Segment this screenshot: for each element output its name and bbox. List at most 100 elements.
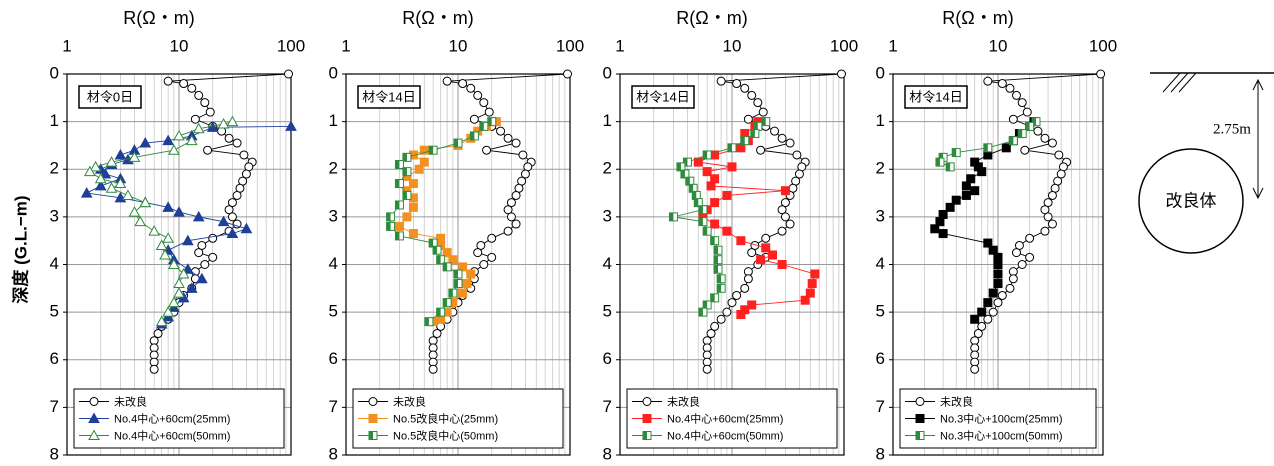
y-tick-label: 5 [603, 302, 612, 321]
marker [722, 226, 732, 236]
marker [642, 431, 652, 440]
marker [428, 364, 438, 374]
marker [761, 117, 771, 127]
marker [713, 245, 723, 255]
marker-body [930, 224, 940, 234]
marker-half [740, 136, 745, 145]
marker-half [916, 431, 920, 440]
marker-body [458, 288, 468, 298]
x-axis-title: R(Ω・m) [676, 8, 747, 28]
marker-body [442, 248, 452, 258]
y-tick-label: 5 [876, 302, 885, 321]
marker [1025, 252, 1035, 262]
marker [945, 162, 955, 172]
y-tick-label: 7 [603, 397, 612, 416]
marker [469, 131, 479, 141]
annotation-text: 材令14日 [636, 89, 689, 104]
marker [706, 181, 716, 191]
marker [807, 279, 817, 289]
marker [473, 90, 483, 100]
marker [224, 133, 234, 143]
marker-half [395, 200, 400, 209]
marker [1025, 121, 1035, 131]
series-line [706, 73, 842, 370]
marker [983, 238, 993, 248]
marker-body [642, 414, 652, 423]
marker [496, 126, 506, 136]
marker [680, 169, 690, 179]
annotation: 材令14日 [357, 85, 421, 109]
marker [402, 167, 412, 177]
marker-half [1009, 136, 1014, 145]
plot-frame [66, 73, 292, 456]
marker-body [408, 179, 418, 189]
marker [487, 233, 497, 243]
marker-half [454, 270, 458, 279]
marker [977, 307, 987, 317]
marker-body [777, 260, 787, 269]
marker [432, 329, 442, 339]
marker [368, 397, 378, 406]
y-tick-label: 6 [329, 349, 338, 368]
dimension-arrows [1252, 78, 1264, 200]
marker [702, 226, 712, 236]
marker-half [479, 122, 484, 131]
marker [84, 165, 96, 177]
marker [208, 233, 218, 243]
marker [162, 201, 174, 212]
marker [805, 288, 815, 298]
marker-half [710, 293, 715, 302]
marker-body [988, 288, 998, 298]
marker [716, 314, 726, 324]
y-tick-label: 6 [603, 349, 612, 368]
marker [479, 98, 489, 108]
marker [785, 138, 795, 148]
marker [1008, 114, 1018, 124]
marker-half [448, 289, 453, 298]
marker [792, 150, 802, 160]
plot-frame [892, 73, 1104, 456]
marker [970, 364, 980, 374]
marker [479, 260, 489, 269]
marker [698, 205, 708, 215]
marker-half [1018, 129, 1023, 138]
marker-body [977, 307, 987, 317]
marker [993, 260, 1003, 269]
marker [961, 190, 971, 200]
marker-half [728, 143, 732, 152]
marker [408, 179, 418, 189]
marker-body [768, 250, 778, 260]
marker-body [961, 190, 971, 200]
marker [642, 397, 652, 406]
marker-half [710, 236, 715, 245]
marker [993, 269, 1003, 279]
marker-half [689, 184, 694, 193]
marker-half [714, 255, 719, 264]
marker-body [938, 229, 948, 239]
marker [935, 217, 945, 227]
marker [713, 264, 723, 274]
series-line [89, 121, 233, 322]
marker [200, 260, 210, 269]
marker [780, 186, 790, 196]
marker [915, 431, 925, 440]
marker-half [685, 177, 690, 186]
x-tick-label: 100 [277, 36, 305, 55]
marker [1054, 150, 1064, 160]
marker [466, 269, 476, 279]
marker [710, 219, 720, 229]
marker [945, 202, 955, 212]
panel: 1 10 100012345678R(Ω・m)材令14日未改良No.3中心+100c… [876, 8, 1118, 464]
marker-body [408, 229, 418, 239]
marker [930, 224, 940, 234]
marker [148, 225, 161, 236]
marker [155, 315, 168, 327]
marker-body [722, 190, 732, 200]
marker [217, 117, 230, 129]
marker [770, 126, 780, 136]
marker [1008, 274, 1018, 284]
marker [190, 114, 200, 124]
marker [520, 169, 530, 179]
marker [935, 157, 945, 167]
